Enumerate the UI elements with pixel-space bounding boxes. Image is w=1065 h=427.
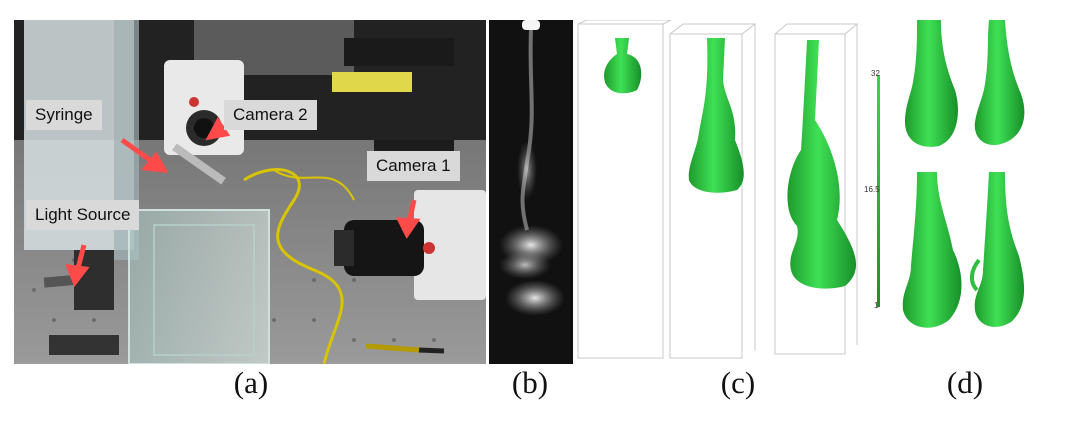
volume-reconstruction: 32 16.5 1 xyxy=(575,20,895,364)
setup-photo: Syringe Camera 2 Camera 1 Light Source xyxy=(14,20,486,364)
smoke-plume-image xyxy=(489,20,573,364)
colorbar-max-label: 32 xyxy=(871,69,880,78)
setup-photo-drawing xyxy=(14,20,486,364)
caption-d: (d) xyxy=(946,365,984,400)
camera-2-label: Camera 2 xyxy=(224,100,317,130)
syringe-label: Syringe xyxy=(26,100,102,130)
detail-views-drawing xyxy=(897,20,1037,364)
camera-1-label: Camera 1 xyxy=(367,151,460,181)
colorbar-min-label: 1 xyxy=(874,301,879,310)
caption-b: (b) xyxy=(511,365,549,400)
smoke-plume-drawing xyxy=(489,20,573,364)
detail-views xyxy=(897,20,1037,364)
light-source-label: Light Source xyxy=(26,200,140,230)
colorbar-mid-label: 16.5 xyxy=(864,185,880,194)
caption-a: (a) xyxy=(233,365,269,400)
caption-c: (c) xyxy=(720,365,756,400)
annotation-arrows xyxy=(65,117,421,288)
volume-reconstruction-drawing: 32 16.5 1 xyxy=(575,20,895,364)
